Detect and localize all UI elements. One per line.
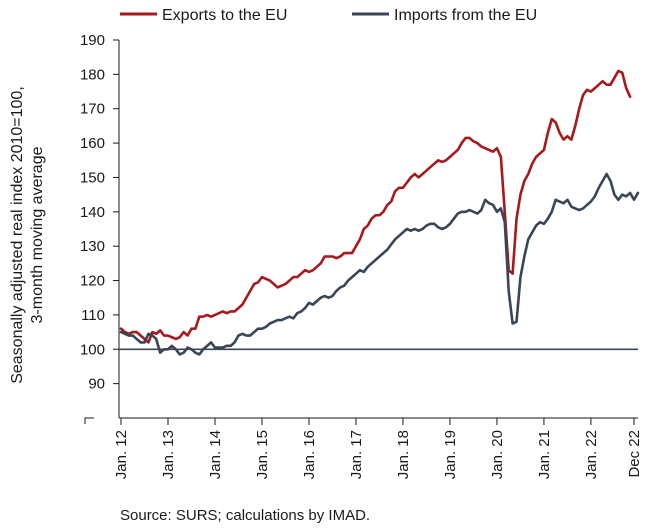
x-tick-label: Jan. 18 [395,430,412,479]
x-tick-label: Jan. 14 [207,430,224,479]
y-tick-label: 130 [80,238,105,255]
y-tick-label: 160 [80,135,105,152]
series-line-exports [119,69,632,344]
legend: Exports to the EU Imports from the EU [120,7,537,24]
y-tick-label: 170 [80,101,105,118]
series-group [119,69,640,356]
x-tick-label: Jan. 21 [536,430,553,479]
legend-item-imports: Imports from the EU [352,7,537,24]
x-tick-label: Jan. 12 [113,430,130,479]
x-axis: Jan. 12 Jan. 13 Jan. 14 Jan. 15 Jan. 16 Jan. … [113,417,643,479]
y-axis-title-line: 3-month moving average [29,146,46,323]
y-tick-label: 150 [80,169,105,186]
legend-item-exports: Exports to the EU [120,7,287,24]
y-tick-label: 180 [80,66,105,83]
x-tick-label: Jan. 16 [301,430,318,479]
x-tick-label: Jan. 22 [583,430,600,479]
x-tick-label: Jan. 19 [442,430,459,479]
source-note: Source: SURS; calculations by IMAD. [120,507,371,524]
y-tick-label: 100 [80,341,105,358]
x-tick-label: Jan. 17 [348,430,365,479]
x-tick-label: Jan. 20 [489,430,506,479]
axis-break-mark [84,417,94,424]
y-tick-label: 90 [88,376,105,393]
x-tick-label: Dec 22 [626,430,643,478]
y-tick-label: 110 [81,307,105,324]
legend-label: Exports to the EU [162,7,287,24]
y-tick-label: 140 [80,204,105,221]
y-tick-label: 190 [80,32,105,49]
y-tick-label: 120 [80,273,105,290]
y-axis: 90 100 110 120 130 140 150 160 170 180 190 [80,32,120,424]
x-tick-label: Jan. 15 [254,430,271,479]
y-axis-title-line: Seasonally adjusted real index 2010=100, [9,86,26,384]
y-axis-title: Seasonally adjusted real index 2010=100,… [9,86,46,384]
series-line-imports [119,172,640,356]
x-tick-label: Jan. 13 [160,430,177,479]
legend-label: Imports from the EU [394,7,537,24]
